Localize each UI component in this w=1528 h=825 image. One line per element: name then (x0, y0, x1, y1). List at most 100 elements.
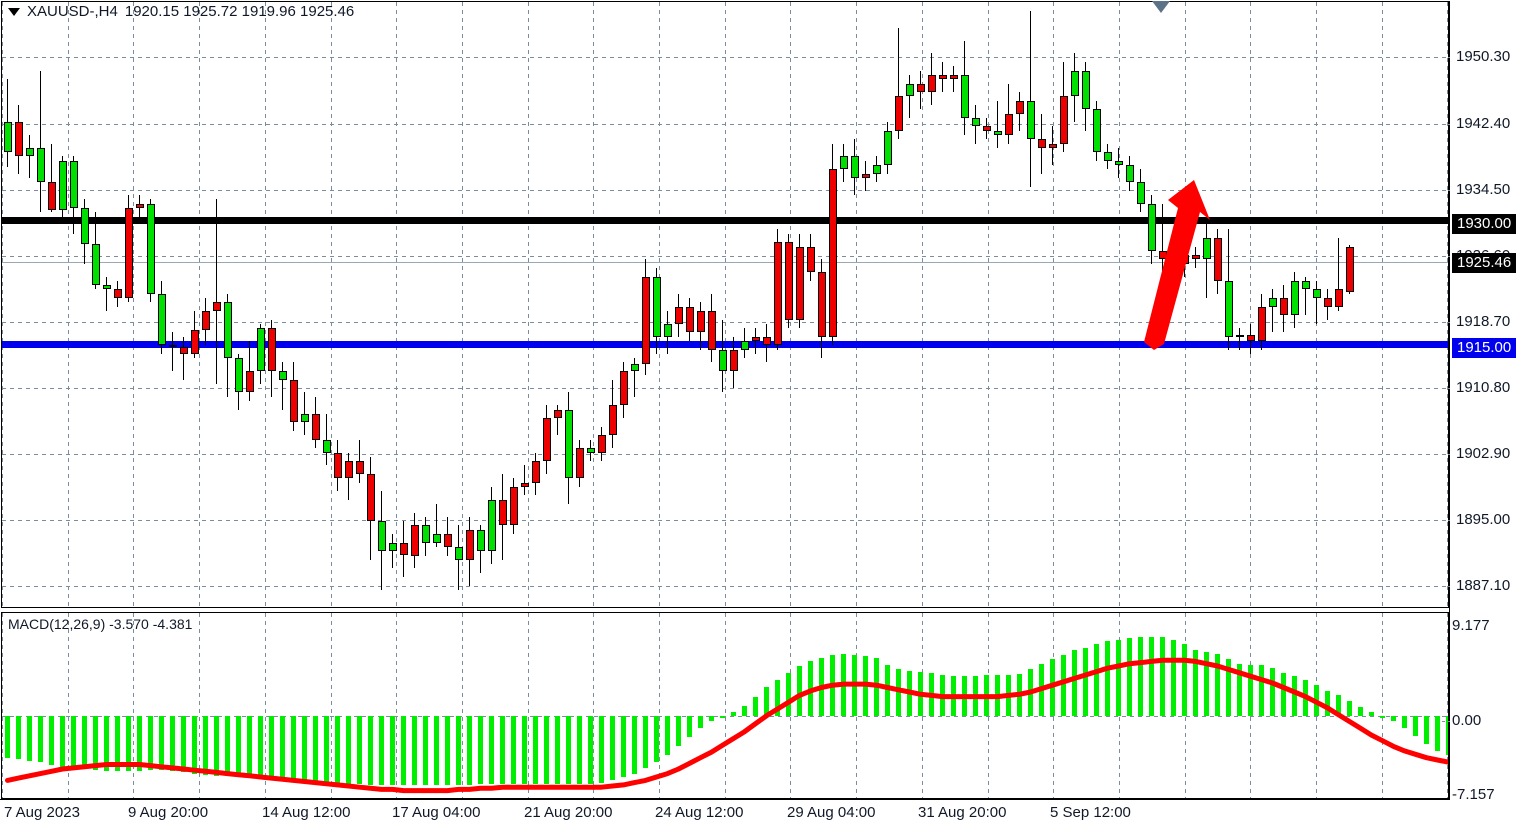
gridline-vertical (331, 613, 332, 798)
candle-body-bearish (543, 418, 551, 462)
current-price-line[interactable] (2, 262, 1448, 263)
candle-body-bearish (598, 435, 606, 453)
candle (1280, 2, 1288, 607)
time-axis-label: 29 Aug 04:00 (787, 804, 876, 821)
candle-body-bearish (356, 461, 364, 474)
macd-histogram-bar (731, 712, 736, 716)
candle-body-bullish (103, 285, 111, 290)
macd-histogram-bar (621, 716, 626, 777)
macd-histogram-bar (368, 716, 373, 785)
candle-body-bullish (323, 439, 331, 453)
candle (103, 2, 111, 607)
price-tag[interactable]: 1930.00 (1452, 214, 1517, 234)
candle-body-bearish (334, 452, 342, 479)
candle-wick (436, 504, 437, 547)
macd-histogram-bar (1138, 636, 1143, 716)
candle-body-bearish (1192, 255, 1200, 260)
macd-histogram-bar (1358, 706, 1363, 716)
gridline-vertical (133, 613, 134, 798)
macd-histogram-bar (467, 716, 472, 785)
time-axis[interactable]: 7 Aug 2023 9 Aug 20:00 14 Aug 12:00 17 Aug … (0, 799, 1450, 825)
gridline-vertical (593, 2, 594, 607)
macd-histogram-bar (335, 716, 340, 784)
candle-body-bearish (1335, 289, 1343, 307)
candle-wick (1239, 328, 1240, 350)
bullish-arrow-annotation[interactable] (1132, 172, 1222, 362)
symbol-timeframe-label: XAUUSD-,H4 (27, 3, 118, 20)
candle-wick (909, 74, 910, 118)
candle-body-bullish (565, 409, 573, 479)
candle (1115, 2, 1123, 607)
candle-body-bearish (499, 499, 507, 526)
macd-histogram-bar (577, 716, 582, 784)
resistance-line[interactable] (2, 217, 1448, 224)
macd-histogram-bar (1325, 690, 1330, 716)
macd-histogram-bar (203, 716, 208, 775)
price-tag[interactable]: 1925.46 (1452, 253, 1517, 273)
gridline-vertical (1447, 2, 1448, 607)
gridline-vertical (593, 613, 594, 798)
triangle-down-marker-icon (1152, 1, 1170, 13)
candle-body-bearish (796, 246, 804, 320)
macd-axis[interactable]: 9.177 0.00 -7.157 (1442, 612, 1528, 803)
candle (356, 2, 364, 607)
candle (510, 2, 518, 607)
macd-histogram-bar (390, 716, 395, 785)
macd-histogram-bar (1369, 712, 1374, 716)
candle-body-bearish (136, 203, 144, 208)
price-tag[interactable]: 1915.00 (1452, 338, 1517, 358)
candle (312, 2, 320, 607)
candle-body-bullish (664, 323, 672, 337)
candle-body-bearish (114, 289, 122, 299)
macd-histogram-bar (434, 716, 439, 785)
price-axis[interactable]: 1950.301942.401934.501926.601918.701910.… (1442, 0, 1528, 608)
candle-body-bullish (741, 340, 749, 350)
candle (1192, 2, 1200, 607)
macd-histogram-bar (137, 716, 142, 772)
support-line[interactable] (2, 341, 1448, 348)
macd-histogram-bar (38, 716, 43, 763)
candle (906, 2, 914, 607)
axis-tick (1442, 586, 1450, 587)
candle-wick (282, 362, 283, 410)
triangle-down-icon[interactable] (8, 7, 20, 16)
candle (686, 2, 694, 607)
candle-body-bearish (290, 379, 298, 423)
candle (1225, 2, 1233, 607)
axis-tick (1442, 190, 1450, 191)
macd-histogram-bar (456, 716, 461, 785)
gridline-vertical (659, 613, 660, 798)
candle (796, 2, 804, 607)
macd-histogram-bar (412, 716, 417, 785)
candle (1071, 2, 1079, 607)
gridline-vertical (725, 613, 726, 798)
macd-histogram-bar (522, 716, 527, 784)
candle-body-bullish (972, 117, 980, 127)
candle (378, 2, 386, 607)
candle-body-bearish (1049, 143, 1057, 148)
candle (1060, 2, 1068, 607)
candle (1247, 2, 1255, 607)
candle (367, 2, 375, 607)
candle (851, 2, 859, 607)
gridline-vertical (1447, 613, 1448, 798)
macd-histogram-bar (1292, 676, 1297, 716)
macd-histogram-bar (1413, 716, 1418, 737)
candle (1236, 2, 1244, 607)
candle-body-bullish (587, 448, 595, 453)
candle-body-bearish (807, 246, 815, 273)
macd-plot-area[interactable] (2, 613, 1448, 798)
candle (829, 2, 837, 607)
candle-body-bearish (400, 542, 408, 556)
candle-body-bearish (983, 126, 991, 131)
candle (400, 2, 408, 607)
candle (488, 2, 496, 607)
macd-histogram-bar (1149, 636, 1154, 716)
candle-body-bearish (191, 329, 199, 354)
candle (1258, 2, 1266, 607)
macd-histogram-bar (885, 664, 890, 716)
price-plot-area[interactable] (2, 2, 1448, 607)
candle (1313, 2, 1321, 607)
candle-body-bullish (279, 371, 287, 380)
macd-histogram-bar (1259, 664, 1264, 716)
